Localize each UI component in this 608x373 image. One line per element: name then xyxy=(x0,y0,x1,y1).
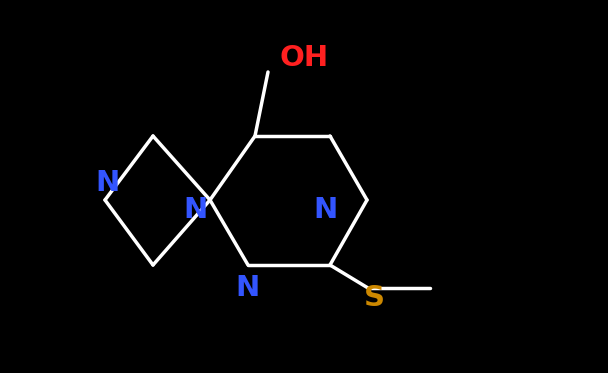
Text: S: S xyxy=(364,284,384,312)
Text: N: N xyxy=(236,274,260,302)
Text: N: N xyxy=(95,169,119,197)
Text: OH: OH xyxy=(280,44,328,72)
Text: N: N xyxy=(184,196,208,224)
Text: N: N xyxy=(314,196,338,224)
